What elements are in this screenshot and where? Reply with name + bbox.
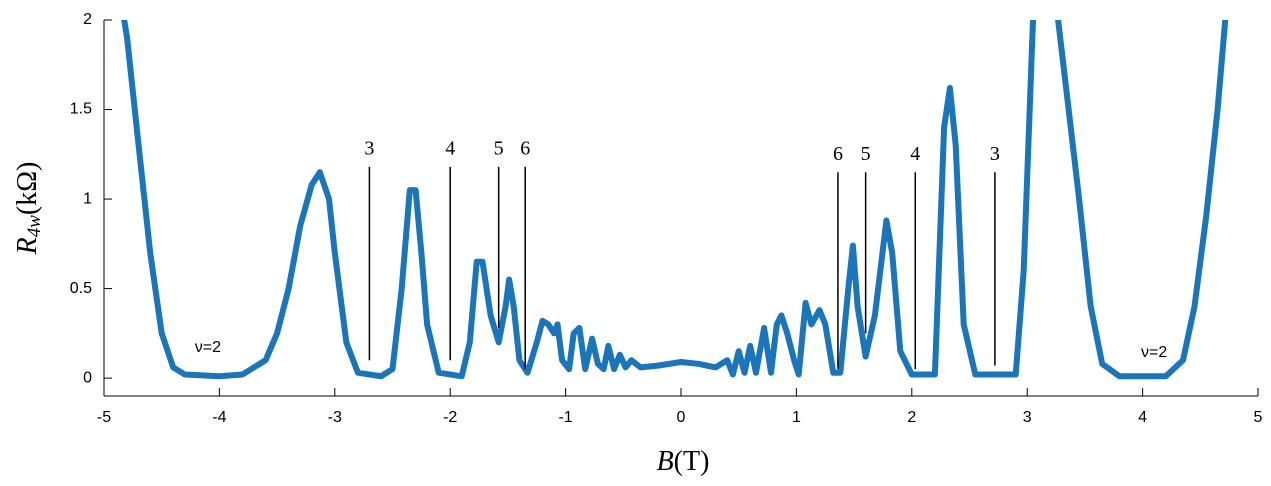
x-tick-label: -2	[443, 409, 457, 426]
x-tick-label: -1	[558, 409, 572, 426]
annotation-label: 5	[494, 137, 504, 159]
annotation-label: 3	[364, 137, 374, 159]
data-line	[121, 20, 1229, 380]
filling-factor-label: ν=2	[1141, 344, 1167, 361]
y-tick-label: 0	[83, 369, 92, 386]
y-tick-label: 2	[83, 11, 92, 28]
x-tick-label: 1	[792, 409, 801, 426]
annotation-label: 4	[445, 137, 455, 159]
x-label-symbol: B	[657, 446, 674, 477]
y-label-unit: (kΩ)	[12, 162, 43, 215]
x-label-unit: (T)	[674, 446, 710, 477]
x-tick-label: -4	[212, 409, 226, 426]
x-tick-label: 3	[1023, 409, 1032, 426]
y-label-subscript: 4w	[24, 215, 45, 238]
x-tick-label: 5	[1254, 409, 1263, 426]
x-tick-label: 2	[907, 409, 916, 426]
plot-area	[121, 20, 1229, 380]
annotation-label: 6	[520, 137, 530, 159]
annotation-label: 4	[910, 143, 920, 165]
annotation-label: 6	[833, 143, 843, 165]
x-tick-label: -3	[328, 409, 342, 426]
x-tick-label: 0	[677, 409, 686, 426]
x-tick-label: -5	[97, 409, 111, 426]
annotation-label: 5	[861, 143, 871, 165]
y-axis-label: R4w(kΩ)	[12, 162, 45, 256]
filling-factor-label: ν=2	[195, 339, 221, 356]
annotation-label: 3	[990, 143, 1000, 165]
y-tick-label: 0.5	[70, 280, 92, 297]
x-axis-label: B(T)	[657, 446, 710, 477]
x-tick-label: 4	[1138, 409, 1147, 426]
y-tick-label: 1.5	[70, 101, 92, 118]
y-tick-label: 1	[83, 190, 92, 207]
y-label-symbol: R	[12, 237, 43, 255]
